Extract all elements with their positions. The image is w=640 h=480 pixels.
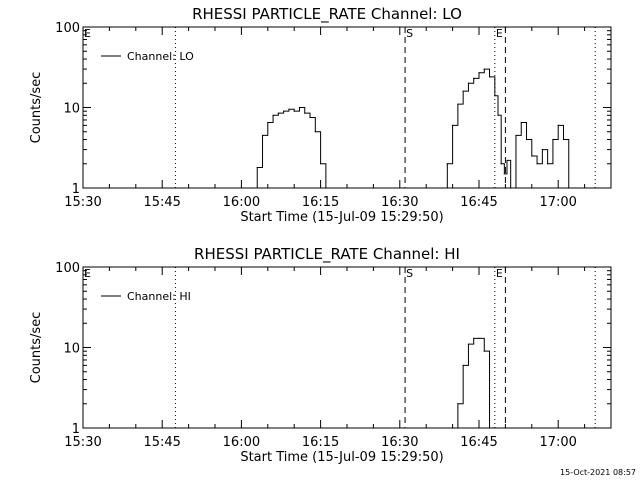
data-point: [446, 163, 448, 165]
data-point: [277, 112, 279, 114]
data-point: [568, 187, 570, 189]
data-point: [452, 124, 454, 126]
data-point: [520, 121, 522, 124]
y-tick-label: 10: [63, 342, 80, 357]
y-tick-label: 100: [55, 21, 80, 36]
data-point: [541, 148, 543, 151]
chart-title: RHESSI PARTICLE_RATE Channel: HI: [194, 245, 460, 264]
event-marker-label: S: [406, 267, 413, 280]
data-point: [293, 110, 295, 112]
data-point: [494, 95, 496, 97]
y-tick-label: 100: [55, 261, 80, 276]
data-point: [473, 77, 475, 79]
data-point: [309, 116, 311, 119]
event-marker-label: E: [84, 267, 91, 280]
data-point: [462, 364, 464, 366]
data-point: [314, 131, 316, 133]
event-marker-label: E: [84, 27, 91, 40]
data-point: [288, 108, 290, 110]
x-tick-label: 15:45: [143, 195, 180, 210]
data-point: [251, 187, 253, 189]
data-series-1: [452, 337, 491, 429]
x-tick-label: 16:30: [381, 195, 418, 210]
data-point: [488, 427, 491, 429]
data-point: [473, 337, 475, 339]
data-point: [272, 114, 274, 116]
y-axis-label: Counts/sec: [29, 72, 44, 144]
y-tick-label: 1: [72, 422, 80, 437]
data-point: [557, 124, 559, 126]
x-tick-label: 17:00: [539, 195, 576, 210]
data-point: [525, 138, 528, 141]
x-tick-label: 16:30: [381, 435, 418, 450]
x-tick-label: 16:45: [460, 435, 497, 450]
data-point: [283, 110, 285, 112]
data-point: [478, 72, 480, 74]
x-tick-label: 15:30: [64, 435, 101, 450]
chart-title: RHESSI PARTICLE_RATE Channel: LO: [192, 5, 462, 24]
data-point: [452, 427, 454, 429]
data-point: [467, 82, 470, 84]
data-point: [497, 114, 499, 116]
x-tick-label: 16:15: [302, 435, 339, 450]
data-point: [500, 163, 502, 165]
footer-timestamp: 15-Oct-2021 08:57: [560, 468, 636, 477]
data-series-2: [442, 68, 512, 189]
data-point: [320, 163, 322, 165]
data-point: [510, 187, 512, 189]
data-point: [441, 187, 443, 189]
legend-label: Channel: HI: [127, 290, 191, 303]
data-point: [562, 138, 565, 141]
x-axis-label: Start Time (15-Jul-09 15:29:50): [240, 450, 443, 465]
x-tick-label: 17:00: [539, 435, 576, 450]
data-point: [483, 350, 485, 352]
chart-panel-1: RHESSI PARTICLE_RATE Channel: LO 15:30 15:…: [29, 5, 612, 225]
chart-panel-2: RHESSI PARTICLE_RATE Channel: HI 15:30 15:…: [29, 245, 612, 465]
y-tick-label: 1: [72, 182, 80, 197]
event-marker-label: S: [406, 27, 413, 40]
y-axis-label: Counts/sec: [29, 312, 44, 384]
data-point: [462, 90, 464, 92]
data-point: [478, 337, 480, 339]
data-point: [267, 121, 269, 124]
x-tick-label: 16:00: [223, 435, 260, 450]
data-point: [506, 159, 508, 162]
x-tick-label: 16:00: [223, 195, 260, 210]
data-point: [483, 68, 485, 70]
event-marker-label: E: [496, 27, 503, 40]
data-point: [531, 155, 533, 157]
y-tick-label: 10: [63, 102, 80, 117]
data-point: [503, 173, 505, 175]
data-point: [261, 134, 264, 137]
data-point: [547, 163, 549, 165]
data-point: [457, 103, 459, 105]
data-point: [467, 343, 470, 345]
data-point: [488, 76, 491, 78]
data-point: [325, 187, 327, 189]
data-point: [515, 134, 517, 137]
data-point: [552, 138, 554, 141]
data-series-3: [510, 122, 570, 189]
data-point: [457, 403, 459, 405]
event-marker-label: E: [496, 267, 503, 280]
legend-label: Channel: LO: [127, 50, 194, 63]
data-point: [536, 163, 538, 165]
x-tick-label: 16:15: [302, 195, 339, 210]
x-tick-label: 15:45: [143, 435, 180, 450]
data-point: [256, 166, 258, 169]
x-tick-label: 15:30: [64, 195, 101, 210]
x-tick-label: 16:45: [460, 195, 497, 210]
data-point: [304, 112, 306, 114]
plots-group: RHESSI PARTICLE_RATE Channel: LO 15:30 15:…: [29, 5, 612, 465]
x-axis-label: Start Time (15-Jul-09 15:29:50): [240, 210, 443, 225]
data-point: [298, 106, 301, 109]
